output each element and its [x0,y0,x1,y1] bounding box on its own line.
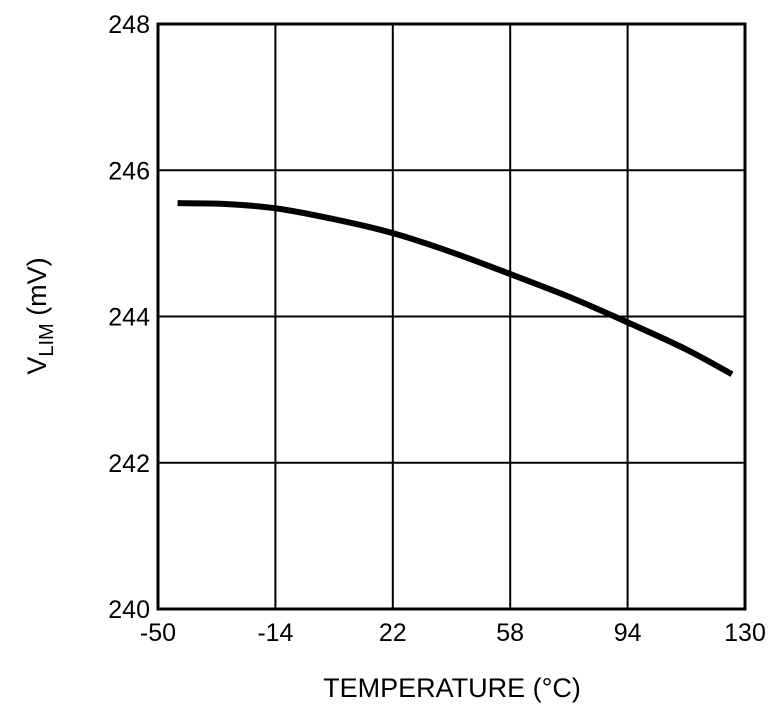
x-tick-label: 22 [379,619,407,647]
x-tick-label: -14 [257,619,293,647]
x-tick-labels: -50 -14 22 58 94 130 [140,619,766,647]
y-axis-label: VLIM (mV) [22,257,58,374]
y-axis-label-sub: LIM [36,323,58,356]
series-line [177,200,734,377]
x-tick-label: 94 [614,619,642,647]
x-tick-label: -50 [140,619,176,647]
plot-frame [156,22,747,611]
y-axis-label-unit: (mV) [22,257,52,323]
x-tick-label: 58 [496,619,524,647]
x-axis-label: TEMPERATURE (°C) [323,673,581,703]
grid [158,24,745,609]
y-tick-label: 242 [108,450,150,478]
y-tick-labels: 240 242 244 246 248 [108,11,150,624]
y-tick-label: 240 [108,596,150,624]
y-tick-label: 244 [108,304,150,332]
y-axis-label-main: V [22,357,52,375]
y-tick-label: 248 [108,11,150,39]
x-tick-label: 130 [724,619,766,647]
y-tick-label: 246 [108,157,150,185]
